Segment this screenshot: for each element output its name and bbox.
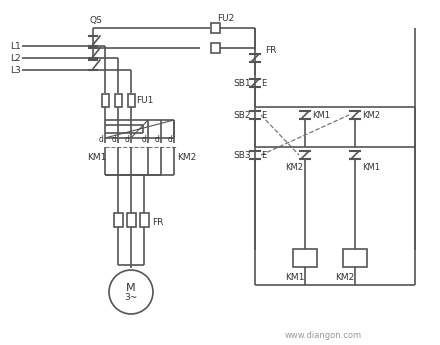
Text: www.diangon.com: www.diangon.com bbox=[285, 331, 362, 339]
Text: KM2: KM2 bbox=[362, 110, 380, 119]
Text: KM1: KM1 bbox=[285, 274, 304, 283]
Text: E: E bbox=[261, 79, 266, 88]
Text: FU2: FU2 bbox=[217, 13, 234, 22]
Text: d: d bbox=[112, 135, 117, 144]
Text: E: E bbox=[261, 150, 266, 159]
Text: d: d bbox=[99, 135, 103, 144]
Bar bbox=[210, 23, 220, 33]
Text: M: M bbox=[126, 283, 136, 293]
Circle shape bbox=[109, 270, 153, 314]
Text: SB3: SB3 bbox=[233, 150, 251, 159]
Text: d: d bbox=[142, 135, 147, 144]
Text: KM1: KM1 bbox=[312, 110, 330, 119]
Bar bbox=[128, 93, 135, 107]
Text: d: d bbox=[168, 135, 172, 144]
Text: KM2: KM2 bbox=[177, 152, 196, 161]
Text: L3: L3 bbox=[10, 66, 21, 75]
Text: L2: L2 bbox=[10, 53, 21, 62]
Text: QS: QS bbox=[90, 16, 103, 24]
Text: FU1: FU1 bbox=[136, 96, 154, 105]
Text: d: d bbox=[125, 135, 129, 144]
Text: KM1: KM1 bbox=[362, 162, 380, 171]
Bar bbox=[210, 43, 220, 53]
Text: E: E bbox=[261, 110, 266, 119]
Bar bbox=[127, 213, 136, 227]
Text: KM1: KM1 bbox=[87, 152, 106, 161]
Text: KM2: KM2 bbox=[335, 274, 355, 283]
Text: KM2: KM2 bbox=[285, 162, 303, 171]
Bar bbox=[139, 213, 148, 227]
Text: d: d bbox=[154, 135, 159, 144]
Bar bbox=[343, 249, 367, 267]
Text: SB1: SB1 bbox=[233, 79, 251, 88]
Bar bbox=[293, 249, 317, 267]
Text: FR: FR bbox=[265, 46, 276, 55]
Text: SB2: SB2 bbox=[233, 110, 250, 119]
Text: FR: FR bbox=[152, 217, 163, 227]
Bar bbox=[114, 93, 121, 107]
Bar bbox=[102, 93, 109, 107]
Text: L1: L1 bbox=[10, 41, 21, 50]
Bar bbox=[114, 213, 122, 227]
Text: 3~: 3~ bbox=[125, 293, 138, 302]
